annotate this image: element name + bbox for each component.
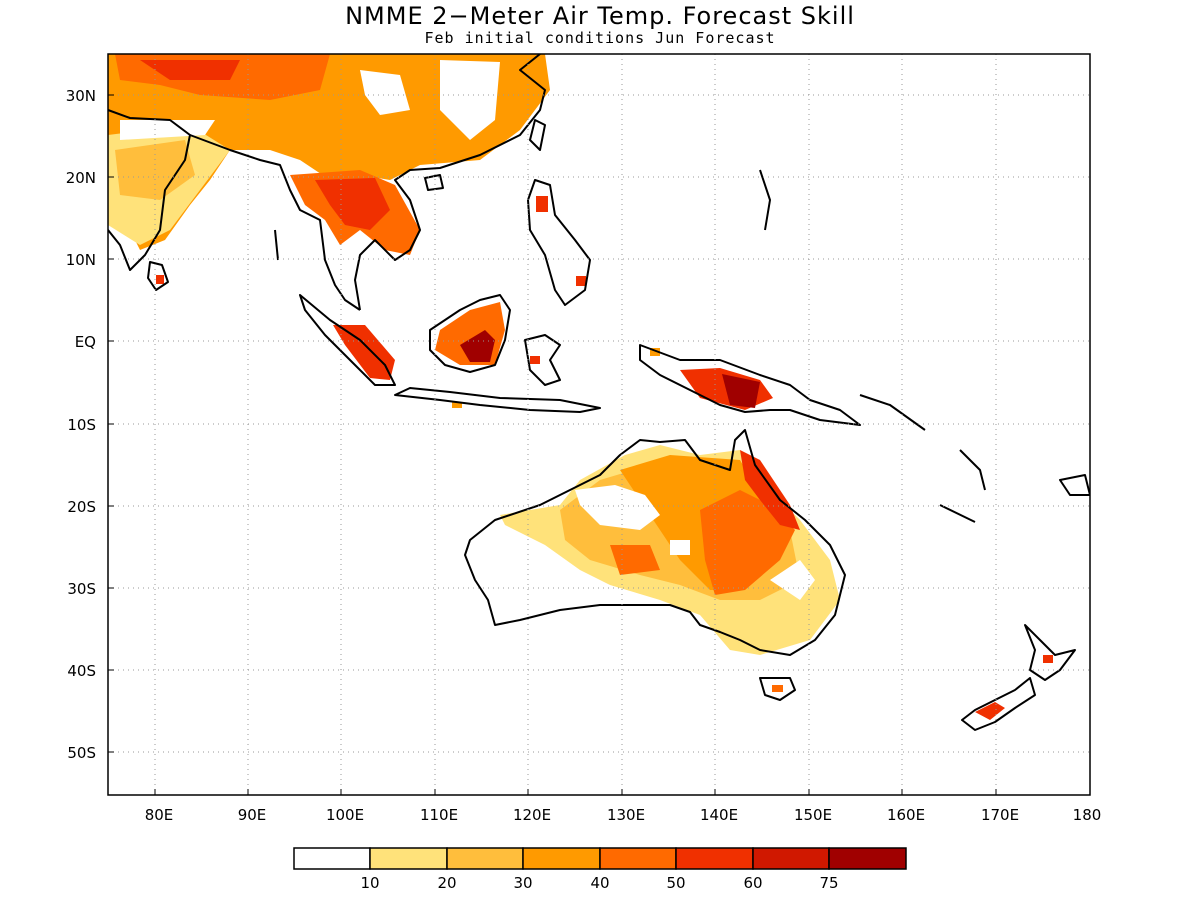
coastline-fiji <box>1059 474 1090 496</box>
skill-blank-australia-center <box>670 540 690 555</box>
lat-tick-labels: 30N 20N 10N EQ 10S 20S 30S 40S 50S <box>66 87 96 762</box>
colorbar: 10 20 30 40 50 60 75 <box>293 847 907 892</box>
colorbar-box <box>828 847 907 870</box>
lon-tick-label: 150E <box>794 806 832 824</box>
coastline-new-caledonia <box>939 504 976 523</box>
lat-tick-label: 20N <box>66 169 96 187</box>
coastline-andaman <box>274 229 279 261</box>
skill-spot-mindanao <box>576 276 586 286</box>
skill-region-borneo-high <box>460 330 495 362</box>
colorbar-label: 60 <box>743 874 762 892</box>
lon-tick-label: 160E <box>887 806 925 824</box>
colorbar-box <box>599 847 677 870</box>
lat-tick-label: 20S <box>67 498 96 516</box>
lon-tick-labels: 80E 90E 100E 110E 120E 130E 140E 150E 16… <box>145 806 1102 824</box>
lat-tick-label: 30S <box>67 580 96 598</box>
coastline-sulawesi <box>524 334 561 386</box>
tick-marks <box>108 94 997 795</box>
skill-blank-china <box>360 70 410 115</box>
coastline-asia <box>108 109 191 271</box>
lon-tick-label: 170E <box>981 806 1019 824</box>
coastline-tasmania <box>759 677 796 701</box>
colorbar-box <box>752 847 830 870</box>
lon-tick-label: 90E <box>238 806 267 824</box>
colorbar-box <box>675 847 754 870</box>
skill-spot-java <box>452 402 462 408</box>
colorbar-box <box>522 847 601 870</box>
coastline-philippines <box>527 179 591 306</box>
skill-spot-srilanka <box>156 275 164 284</box>
colorbar-label: 20 <box>437 874 456 892</box>
coastline-taiwan <box>529 119 546 151</box>
lat-tick-label: 10S <box>67 416 96 434</box>
coastline-indochina <box>354 54 546 311</box>
lat-tick-label: 40S <box>67 662 96 680</box>
lon-tick-label: 180 <box>1073 806 1102 824</box>
skill-region-indochina-high <box>315 178 390 230</box>
coastline-borneo <box>429 294 511 373</box>
skill-blank-china-east <box>440 60 500 140</box>
skill-region-asia <box>108 54 550 250</box>
colorbar-label: 75 <box>819 874 838 892</box>
skill-region-tibet-peak <box>140 60 240 80</box>
skill-blank-australia-east <box>770 560 815 600</box>
coastline-solomon <box>859 394 926 431</box>
skill-spot-sulawesi <box>530 356 540 364</box>
coastline-bay-of-bengal <box>189 134 361 311</box>
lon-tick-label: 140E <box>700 806 738 824</box>
skill-region-australia-central <box>610 545 660 575</box>
lon-tick-label: 130E <box>607 806 645 824</box>
lat-tick-label: 50S <box>67 744 96 762</box>
colorbar-box <box>446 847 524 870</box>
skill-blank-australia-west <box>575 485 660 530</box>
coastline-sumatra <box>299 294 396 386</box>
colorbar-label: 40 <box>590 874 609 892</box>
coastline-new-zealand-north <box>1024 624 1076 681</box>
lat-tick-label: 30N <box>66 87 96 105</box>
lat-tick-label: 10N <box>66 251 96 269</box>
colorbar-box <box>293 847 371 870</box>
lon-tick-label: 120E <box>513 806 551 824</box>
colorbar-label: 50 <box>666 874 685 892</box>
skill-region-sumatra <box>333 325 395 380</box>
page-title: NMME 2−Meter Air Temp. Forecast Skill <box>345 2 855 30</box>
skill-region-australia-north <box>740 450 800 530</box>
lon-tick-label: 110E <box>420 806 458 824</box>
coastline-java <box>394 387 601 413</box>
skill-field <box>108 54 1053 720</box>
coastline-australia <box>464 429 846 656</box>
lat-tick-label: EQ <box>75 333 96 351</box>
coastline-pacific-islands <box>759 169 771 231</box>
colorbar-box <box>369 847 448 870</box>
page-subtitle: Feb initial conditions Jun Forecast <box>424 29 776 47</box>
lon-tick-label: 100E <box>326 806 364 824</box>
coastline-srilanka <box>147 261 169 291</box>
gridlines <box>108 54 1090 795</box>
skill-blank-australia-sw <box>465 535 640 620</box>
skill-spot-tasmania <box>772 685 783 692</box>
skill-region-new-guinea-high <box>722 374 760 408</box>
skill-spot-new-zealand-north <box>1043 655 1053 663</box>
skill-region-new-zealand-south <box>975 702 1005 720</box>
skill-region-australia-high <box>700 490 795 595</box>
coastline-hainan <box>424 174 444 191</box>
coastline-new-guinea <box>639 344 861 426</box>
skill-spot-philippines <box>536 196 548 212</box>
coastline-new-zealand-south <box>961 677 1036 731</box>
colorbar-label: 10 <box>360 874 379 892</box>
coastline-vanuatu <box>959 449 986 491</box>
coastlines <box>108 54 1090 731</box>
colorbar-label: 30 <box>513 874 532 892</box>
lon-tick-label: 80E <box>145 806 174 824</box>
